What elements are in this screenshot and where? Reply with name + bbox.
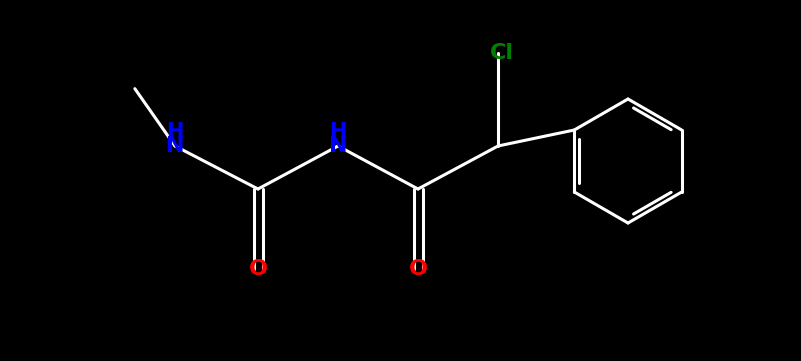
- Text: N: N: [328, 136, 348, 156]
- Text: H: H: [329, 122, 347, 142]
- Text: O: O: [248, 259, 268, 279]
- Text: Cl: Cl: [490, 43, 514, 63]
- Text: N: N: [166, 136, 184, 156]
- Text: O: O: [409, 259, 428, 279]
- Text: H: H: [167, 122, 183, 142]
